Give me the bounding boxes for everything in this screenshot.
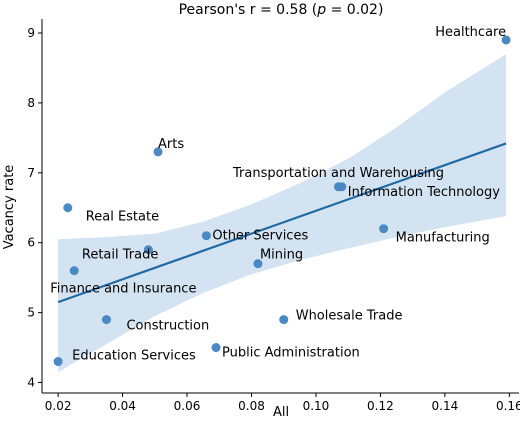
point-label: Retail Trade bbox=[82, 248, 158, 263]
x-tick-label: 0.02 bbox=[45, 399, 72, 413]
scatter-point bbox=[101, 315, 111, 325]
x-tick-label: 0.16 bbox=[496, 399, 520, 413]
y-tick-label: 8 bbox=[27, 96, 35, 110]
regression-line-layer bbox=[57, 142, 507, 304]
y-tick-label: 7 bbox=[27, 166, 35, 180]
confidence-band-layer bbox=[58, 54, 507, 372]
x-tick-label: 0.10 bbox=[303, 399, 330, 413]
scatter-point bbox=[501, 35, 511, 45]
y-tick-label: 4 bbox=[27, 376, 35, 390]
y-tick-label: 9 bbox=[27, 26, 35, 40]
title-suffix: = 0.02) bbox=[326, 2, 383, 18]
regression-line bbox=[57, 142, 507, 304]
x-tick-label: 0.06 bbox=[174, 399, 201, 413]
y-ticks: 4 5 6 7 8 9 bbox=[27, 26, 42, 390]
point-label: Other Services bbox=[212, 229, 308, 244]
scatter-point bbox=[201, 231, 211, 241]
chart-title: Pearson's r = 0.58 (p = 0.02) bbox=[179, 2, 384, 18]
scatter-point bbox=[53, 357, 63, 367]
axes bbox=[41, 19, 519, 394]
point-label: Education Services bbox=[72, 349, 196, 364]
scatter-point bbox=[211, 343, 221, 353]
points-layer bbox=[53, 35, 511, 367]
point-label: Information Technology bbox=[348, 185, 501, 200]
title-prefix: Pearson's r = 0.58 ( bbox=[179, 2, 318, 18]
point-label: Construction bbox=[126, 319, 209, 334]
scatter-point bbox=[143, 245, 153, 255]
y-axis-label: Vacancy rate bbox=[2, 165, 17, 250]
point-label: Finance and Insurance bbox=[50, 282, 196, 297]
y-tick-label: 5 bbox=[27, 306, 35, 320]
point-label: Public Administration bbox=[222, 346, 360, 361]
y-tick-label: 6 bbox=[27, 236, 35, 250]
point-label: Real Estate bbox=[86, 210, 159, 225]
scatter-point bbox=[63, 203, 73, 213]
point-label: Mining bbox=[260, 248, 303, 263]
scatter-point bbox=[253, 259, 263, 269]
x-tick-label: 0.12 bbox=[367, 399, 394, 413]
scatter-point bbox=[279, 315, 289, 325]
point-labels-layer: Healthcare Arts Transportation and Warehou… bbox=[50, 25, 506, 364]
scatter-point bbox=[337, 182, 347, 192]
point-label: Wholesale Trade bbox=[296, 309, 403, 324]
scatter-point bbox=[153, 147, 163, 157]
x-axis-label: All bbox=[273, 405, 289, 420]
point-label: Manufacturing bbox=[396, 231, 490, 246]
point-label: Transportation and Warehousing bbox=[232, 166, 444, 181]
x-ticks: 0.02 0.04 0.06 0.08 0.10 0.12 0.14 0.16 bbox=[45, 393, 520, 413]
title-p: p bbox=[316, 2, 326, 18]
scatter-point bbox=[69, 266, 79, 276]
point-label: Arts bbox=[158, 137, 184, 152]
x-tick-label: 0.14 bbox=[432, 399, 459, 413]
scatter-point bbox=[379, 224, 389, 234]
point-label: Healthcare bbox=[435, 25, 506, 40]
confidence-band bbox=[58, 54, 507, 372]
x-tick-label: 0.08 bbox=[238, 399, 265, 413]
x-tick-label: 0.04 bbox=[109, 399, 136, 413]
